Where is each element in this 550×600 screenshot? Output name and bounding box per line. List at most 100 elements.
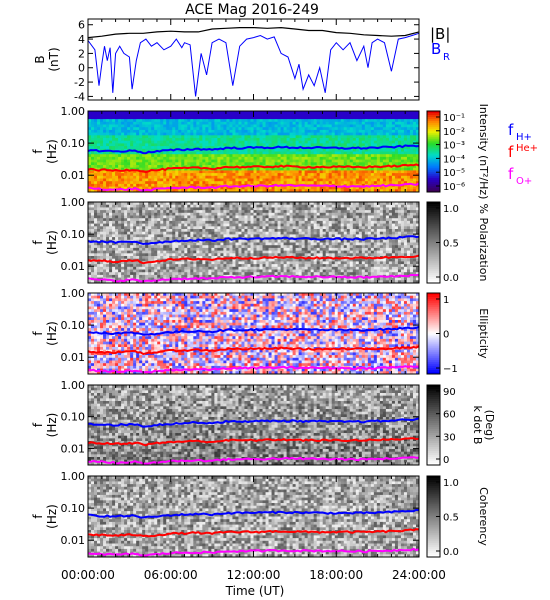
spectrogram-cell [202,178,206,182]
spectrogram-cell [226,234,230,238]
spectrogram-cell [154,272,158,276]
spectrogram-cell [124,183,128,187]
spectrogram-cell [241,269,245,273]
spectrogram-cell [211,151,215,155]
spectrogram-cell [292,111,297,115]
spectrogram-cell [133,132,137,136]
spectrogram-cell [211,111,215,115]
spectrogram-cell [295,119,300,123]
spectrogram-cell [127,245,131,249]
spectrogram-cell [103,204,107,208]
spectrogram-cell [208,256,212,260]
spectrogram-cell [124,156,128,160]
spectrogram-cell [268,151,272,155]
spectrogram-cell [130,274,134,278]
spectrogram-cell [136,181,140,185]
spectrogram-cell [88,218,92,222]
spectrogram-cell [259,154,263,158]
spectrogram-cell [352,138,357,142]
spectrogram-cell [169,234,173,238]
spectrogram-cell [364,132,369,136]
spectrogram-cell [244,266,248,270]
spectrogram-cell [118,162,122,166]
spectrogram-cell [151,146,155,150]
spectrogram-cell [316,151,321,155]
spectrogram-cell [304,127,309,131]
spectrogram-cell [106,132,110,136]
spectrogram-cell [214,181,218,185]
spectrogram-cell [154,269,158,273]
spectrogram-cell [109,215,113,219]
spectrogram-cell [184,167,188,171]
spectrogram-cell [136,148,140,152]
spectrogram-cell [133,113,137,117]
spectrogram-cell [226,229,230,233]
spectrogram-cell [181,159,185,163]
spectrogram-cell [109,113,113,117]
spectrogram-cell [94,253,98,257]
spectrogram-cell [103,250,107,254]
spectrogram-cell [409,162,414,166]
spectrogram-cell [160,226,164,230]
spectrogram-cell [166,143,170,147]
spectrogram-cell [109,218,113,222]
spectrogram-cell [346,129,351,133]
spectrogram-cell [325,162,330,166]
spectrogram-cell [367,121,372,125]
spectrogram-cell [382,148,387,152]
spectrogram-cell [232,111,236,115]
spectrogram-cell [151,215,155,219]
spectrogram-cell [214,261,218,265]
spectrogram-cell [190,218,194,222]
spectrogram-cell [292,154,297,158]
spectrogram-cell [196,159,200,163]
spectrogram-cell [295,170,300,174]
spectrogram-cell [208,269,212,273]
spectrogram-cell [187,220,191,224]
spectrogram-cell [130,215,134,219]
spectrogram-cell [166,124,170,128]
spectrogram-cell [88,256,92,260]
spectrogram-cell [247,247,251,251]
spectrogram-cell [169,156,173,160]
spectrogram-cell [181,181,185,185]
spectrogram-cell [118,269,122,273]
spectrogram-cell [151,261,155,265]
spectrogram-cell [109,181,113,185]
spectrogram-cell [187,247,191,251]
spectrogram-cell [244,162,248,166]
spectrogram-cell [229,258,233,262]
spectrogram-cell [262,154,266,158]
spectrogram-cell [340,170,345,174]
spectrogram-cell [139,175,143,179]
spectrogram-cell [139,132,143,136]
spectrogram-cell [382,127,387,131]
spectrogram-cell [304,173,309,177]
spectrogram-cell [190,154,194,158]
spectrogram-cell [298,156,303,160]
spectrogram-cell [343,143,348,147]
spectrogram-cell [118,202,122,206]
spectrogram-cell [409,148,414,152]
spectrogram-cell [394,111,399,115]
spectrogram-cell [394,167,399,171]
spectrogram-cell [316,124,321,128]
spectrogram-cell [202,231,206,235]
spectrogram-cell [247,170,251,174]
spectrogram-cell [103,119,107,123]
spectrogram-cell [274,138,278,142]
spectrogram-cell [277,170,281,174]
spectrogram-cell [151,154,155,158]
spectrogram-cell [361,119,366,123]
spectrogram-cell [130,218,134,222]
spectrogram-cell [133,165,137,169]
spectrogram-cell [106,127,110,131]
spectrogram-cell [136,167,140,171]
spectrogram-cell [166,226,170,230]
spectrogram-cell [163,111,167,115]
spectrogram-cell [412,119,417,123]
spectrogram-cell [205,229,209,233]
spectrogram-cell [97,189,101,193]
spectrogram-cell [148,234,152,238]
spectrogram-cell [190,181,194,185]
